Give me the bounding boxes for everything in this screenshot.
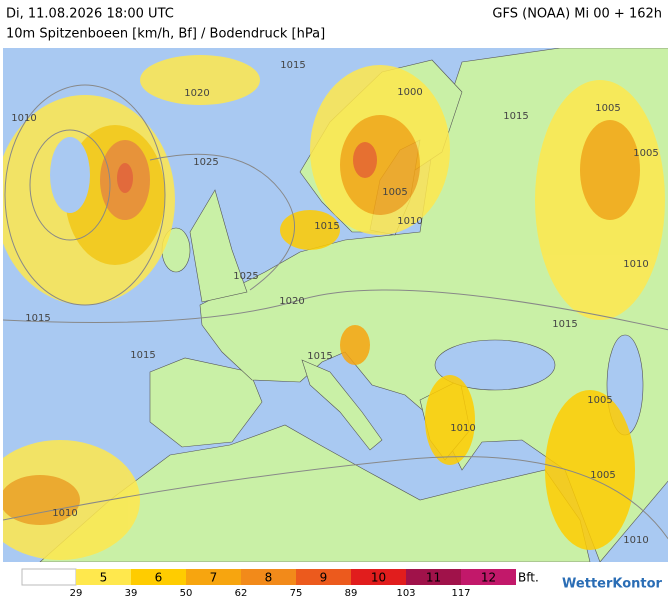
isobar-label: 1015: [503, 111, 528, 122]
legend-swatch: [406, 569, 461, 585]
legend-class-label: 8: [265, 571, 273, 585]
subtitle: 10m Spitzenboeen [km/h, Bf] / Bodendruck…: [6, 27, 325, 42]
logo: WetterKontor: [562, 577, 663, 592]
legend-swatch: [461, 569, 516, 585]
isobar-label: 1005: [595, 103, 620, 114]
legend-class-label: 12: [481, 571, 496, 585]
legend-swatch: [296, 569, 351, 585]
isobar-label: 1000: [397, 87, 422, 98]
legend-swatch: [131, 569, 186, 585]
legend-swatch: [21, 568, 77, 586]
legend-swatch: [186, 569, 241, 585]
legend-threshold: 62: [235, 588, 248, 599]
isobar-label: 1005: [633, 148, 658, 159]
isobar-label: 1025: [193, 157, 218, 168]
legend-threshold: 29: [70, 588, 83, 599]
legend-class-label: 9: [320, 571, 328, 585]
isobar-label: 1010: [623, 535, 648, 546]
isobar-label: 1010: [397, 216, 422, 227]
legend-threshold: 39: [125, 588, 138, 599]
header-right: GFS (NOAA) Mi 00 + 162h: [492, 7, 662, 22]
isobar-label: 1015: [280, 60, 305, 71]
isobar-label: 1015: [25, 313, 50, 324]
isobar-label: 1010: [623, 259, 648, 270]
legend-class-label: 7: [210, 571, 218, 585]
legend-unit: Bft.: [518, 571, 539, 585]
legend-threshold: 75: [290, 588, 303, 599]
isobar-label: 1010: [52, 508, 77, 519]
isobar-label: 1010: [11, 113, 36, 124]
legend-threshold: 103: [396, 588, 415, 599]
legend-class-label: 10: [371, 571, 386, 585]
legend-threshold: 89: [345, 588, 358, 599]
isobar-label: 1005: [587, 395, 612, 406]
isobar-label: 1015: [130, 350, 155, 361]
map: 1015 1020 1010 1025 1000 1015 1005 1005 1005 1010…: [3, 48, 668, 562]
isobar-label: 1015: [307, 351, 332, 362]
legend-class-label: 11: [426, 571, 441, 585]
isobar-label: 1010: [450, 423, 475, 434]
isobar-label: 1020: [279, 296, 304, 307]
legend-class-label: 6: [155, 571, 163, 585]
isobar-label: 1025: [233, 271, 258, 282]
legend-swatch: [241, 569, 296, 585]
isobar-label: 1015: [552, 319, 577, 330]
isobar-label: 1015: [314, 221, 339, 232]
isobar-label: 1005: [590, 470, 615, 481]
isobar-label: 1005: [382, 187, 407, 198]
legend-threshold: 50: [180, 588, 193, 599]
legend-threshold: 117: [451, 588, 470, 599]
legend-swatch: [351, 569, 406, 585]
legend-swatch: [76, 569, 131, 585]
legend-class-label: 5: [100, 571, 108, 585]
isobar-labels: 1015 1020 1010 1025 1000 1015 1005 1005 1005 1010…: [11, 60, 658, 546]
header-left: Di, 11.08.2026 18:00 UTC: [6, 7, 174, 22]
isobar-label: 1020: [184, 88, 209, 99]
